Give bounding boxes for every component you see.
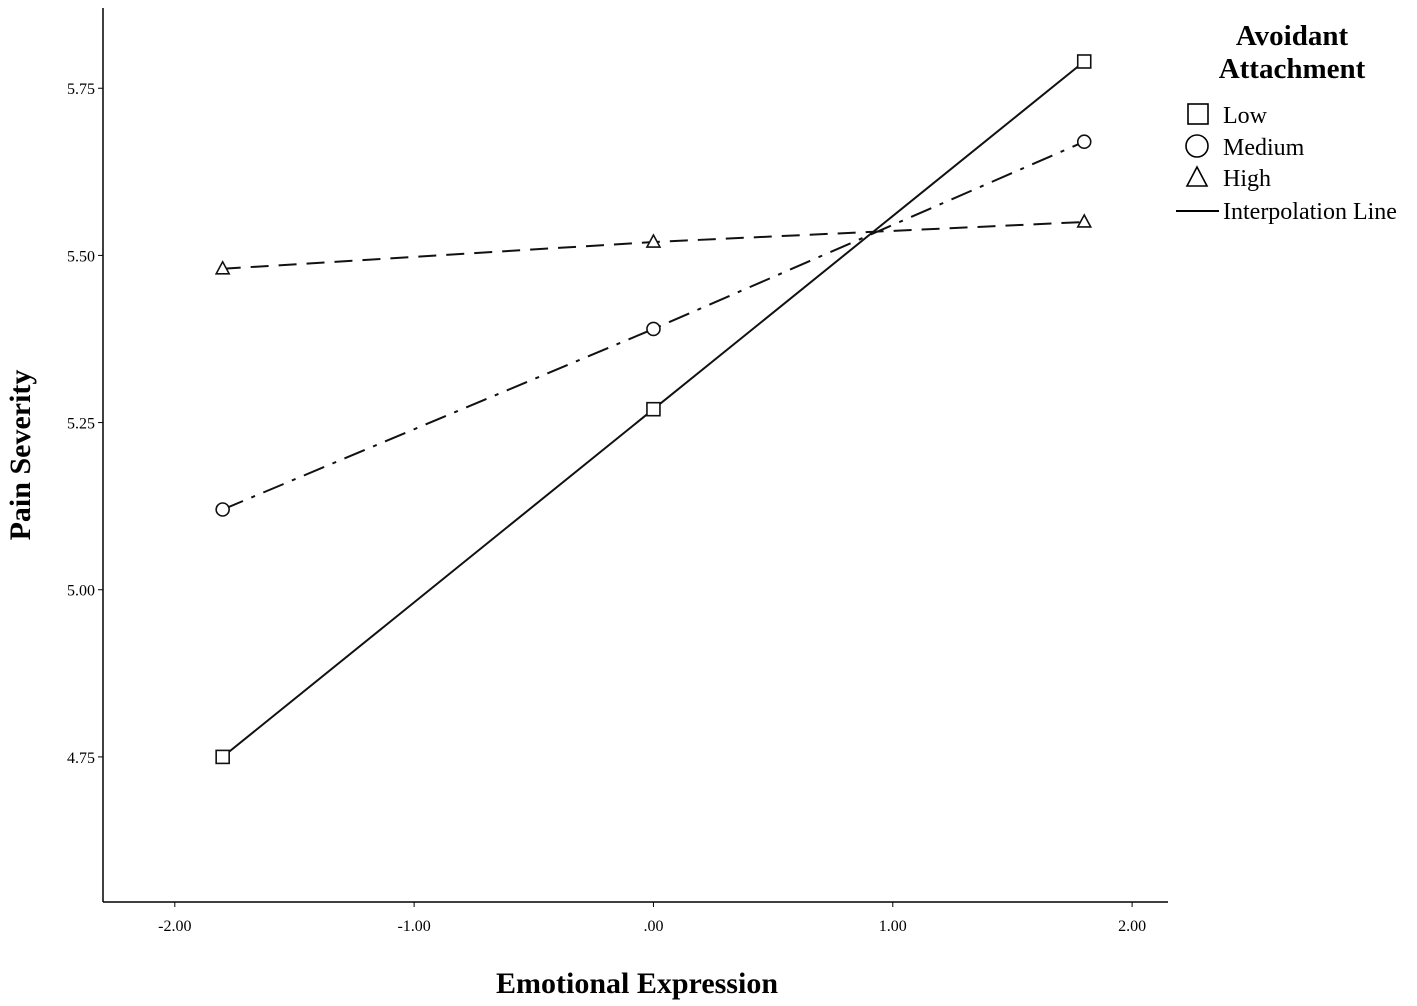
plot-area: 4.75 5.00 5.25 5.50 5.75 -2.00 -1.00 .00 1.00 2.… <box>67 8 1168 935</box>
legend-label-interpolation-line: Interpolation Line <box>1223 199 1397 225</box>
legend: Avoidant Attachment Low Medium High Inte… <box>1176 20 1397 225</box>
y-tick-label: 5.75 <box>67 81 95 98</box>
x-tick-label: .00 <box>643 918 663 935</box>
legend-title-line-2: Attachment <box>1219 53 1366 85</box>
data-point-low <box>215 749 230 765</box>
legend-circle-icon <box>1185 134 1209 158</box>
legend-label-low: Low <box>1223 103 1268 129</box>
legend-title-line-1: Avoidant <box>1236 20 1349 52</box>
series-line-medium <box>222 140 1085 511</box>
y-tick-label: 5.25 <box>67 416 95 433</box>
data-point-high <box>645 233 662 248</box>
y-tick-label: 4.75 <box>67 750 95 767</box>
series-markers <box>214 54 1093 765</box>
data-point-low <box>646 401 661 417</box>
y-tick-label: 5.50 <box>67 248 95 265</box>
x-tick-label: -2.00 <box>158 918 191 935</box>
data-point-medium <box>1076 134 1092 150</box>
legend-square-icon <box>1187 103 1209 125</box>
data-point-medium <box>646 321 661 337</box>
data-point-high <box>1076 213 1093 228</box>
x-axis-title: Emotional Expression <box>496 967 778 1000</box>
x-tick-label: -1.00 <box>397 918 430 935</box>
data-point-low <box>1076 54 1092 69</box>
x-tick-label: 2.00 <box>1118 918 1146 935</box>
y-axis-title: Pain Severity <box>4 370 37 541</box>
data-point-high <box>214 260 231 275</box>
x-axis-ticks: -2.00 -1.00 .00 1.00 2.00 <box>158 902 1146 935</box>
legend-label-medium: Medium <box>1223 135 1305 161</box>
y-tick-label: 5.00 <box>67 583 95 600</box>
y-axis-ticks: 4.75 5.00 5.25 5.50 5.75 <box>67 81 103 767</box>
legend-triangle-icon <box>1185 165 1209 187</box>
x-tick-label: 1.00 <box>879 918 907 935</box>
data-point-medium <box>215 502 230 517</box>
legend-label-high: High <box>1223 166 1271 192</box>
